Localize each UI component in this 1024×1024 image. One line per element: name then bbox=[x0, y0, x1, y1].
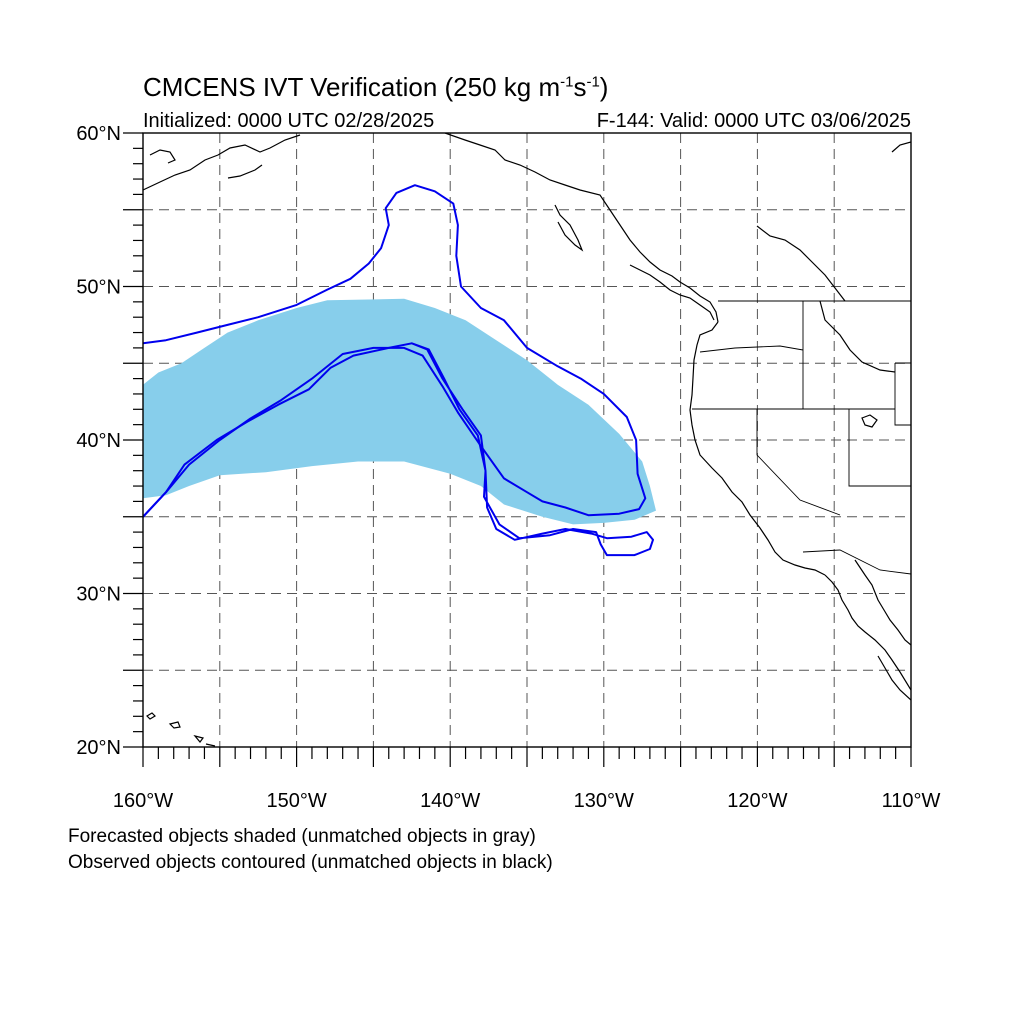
axis-labels: 60°N 50°N 40°N 30°N 20°N 160°W 150°W 140°W 130°W… bbox=[76, 123, 940, 812]
caption-forecast: Forecasted objects shaded (unmatched obj… bbox=[68, 826, 536, 847]
lat-label: 60°N bbox=[76, 123, 121, 145]
observed-southern-contour bbox=[143, 342, 654, 557]
map-title: CMCENS IVT Verification (250 kg m-1s-1) bbox=[143, 72, 609, 102]
lon-label: 130°W bbox=[574, 790, 634, 812]
forecast-ivt-object bbox=[143, 298, 656, 525]
lon-label: 140°W bbox=[420, 790, 480, 812]
coastline-alaska bbox=[143, 134, 301, 191]
lon-label: 150°W bbox=[266, 790, 326, 812]
coastline-bc-interior bbox=[756, 141, 911, 428]
state-borders bbox=[692, 300, 911, 575]
lat-label: 30°N bbox=[76, 584, 121, 606]
coastline-us-west bbox=[689, 321, 826, 576]
coastline-southeast-alaska-bc bbox=[444, 133, 719, 323]
observed-objects bbox=[143, 184, 654, 557]
lon-label: 120°W bbox=[727, 790, 787, 812]
axis-ticks bbox=[123, 132, 912, 767]
forecast-objects bbox=[143, 298, 656, 525]
lon-label: 160°W bbox=[113, 790, 173, 812]
lat-label: 20°N bbox=[76, 737, 121, 759]
initialized-time: Initialized: 0000 UTC 02/28/2025 bbox=[143, 110, 435, 132]
caption-observed: Observed objects contoured (unmatched ob… bbox=[68, 852, 553, 873]
lat-label: 50°N bbox=[76, 277, 121, 299]
lat-label: 40°N bbox=[76, 430, 121, 452]
coastline-baja-mexico bbox=[824, 559, 911, 701]
coastline-hawaii bbox=[146, 712, 216, 747]
coastlines bbox=[143, 133, 911, 747]
valid-time: F-144: Valid: 0000 UTC 03/06/2025 bbox=[596, 110, 911, 132]
lon-label: 110°W bbox=[882, 790, 941, 812]
observed-northern-contour bbox=[143, 184, 647, 518]
